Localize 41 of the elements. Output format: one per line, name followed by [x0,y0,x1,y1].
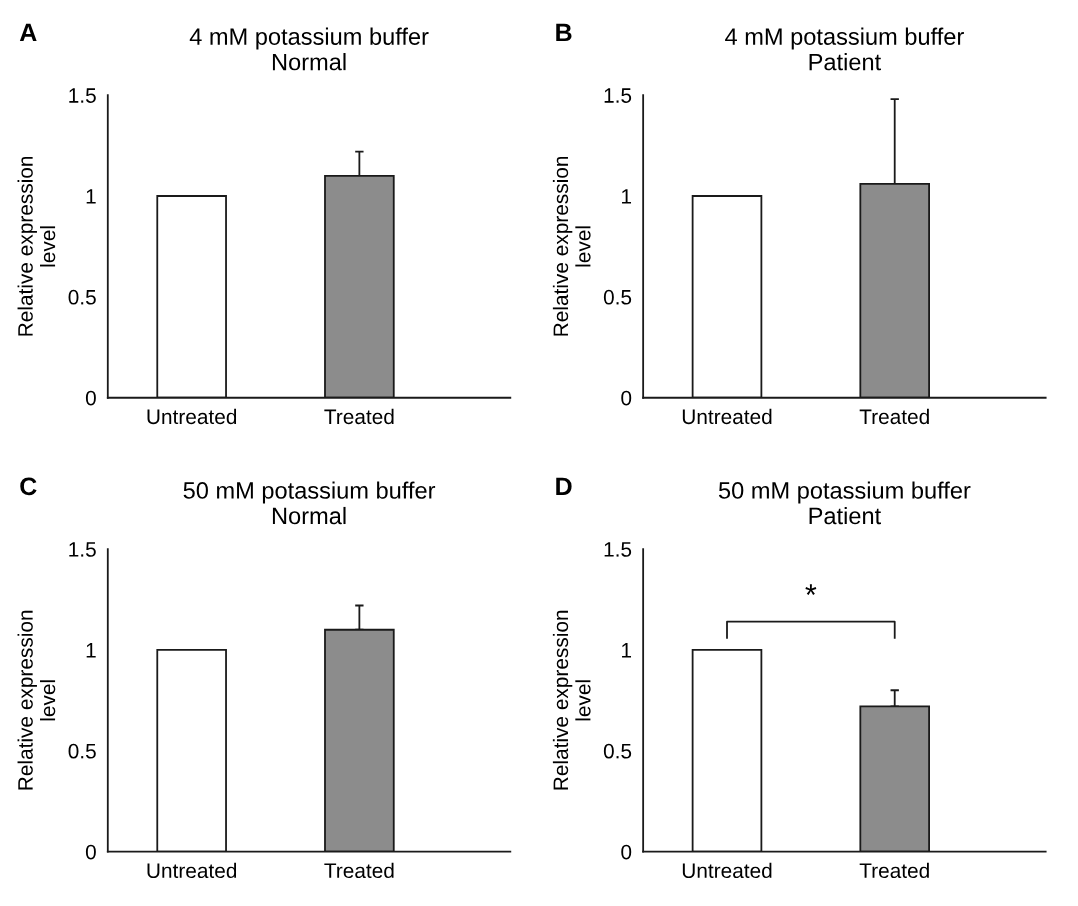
x-tick-label: Treated [859,408,929,425]
chart-title: 50 mM potassium buffer [718,481,971,504]
y-tick-label: 1.5 [69,542,96,557]
y-axis-title: Relative expression level [17,156,56,336]
x-tick-label: Untreated [682,862,772,879]
text: B [556,23,572,42]
y-tick-label: 1 [622,189,632,204]
y-tick-label: 1 [622,643,632,658]
x-tick-label: Treated [324,408,394,425]
chart-subtitle: Patient [809,506,881,525]
y-tick-label: 0.5 [603,743,632,759]
y-tick-label: 0.5 [68,743,96,759]
y-axis-title: Relative expression level [552,610,591,790]
y-tick-label: 0 [85,390,96,406]
y-axis-title: Relative expression level [17,610,56,790]
x-tick-label: Untreated [147,408,237,425]
text: D [556,477,572,495]
chart-subtitle: Patient [809,53,881,71]
x-tick-label: Treated [324,862,394,879]
y-tick-label: 0.5 [68,289,96,305]
chart-title: 4 mM potassium buffer [725,27,964,50]
y-tick-label: 1.5 [604,88,632,103]
x-tick-label: Untreated [682,408,772,425]
chart-subtitle: Normal [272,506,346,525]
chart-subtitle: Normal [272,53,346,71]
y-tick-label: 0 [85,844,96,860]
y-axis-title: Relative expression level [552,156,591,336]
text: C [20,477,37,496]
x-tick-label: Treated [859,862,929,879]
y-tick-label: 1 [86,643,96,658]
text: A [19,23,37,42]
y-tick-label: 1.5 [604,542,632,557]
y-tick-label: 0.5 [603,289,632,305]
x-tick-label: Untreated [147,862,237,879]
chart-title: 50 mM potassium buffer [183,481,436,504]
chart-title: 4 mM potassium buffer [189,27,429,50]
y-tick-label: 0 [621,844,632,860]
annotation: * [805,584,817,595]
y-tick-label: 1.5 [69,88,96,103]
y-tick-label: 0 [621,390,632,406]
y-tick-label: 1 [86,189,96,204]
